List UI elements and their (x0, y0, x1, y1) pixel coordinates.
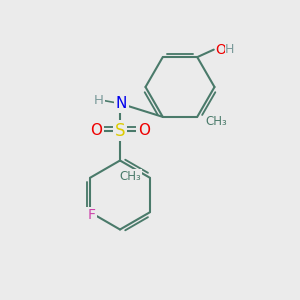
Text: H: H (225, 43, 235, 56)
Text: O: O (138, 123, 150, 138)
Text: OH: OH (215, 43, 236, 57)
Text: N: N (116, 96, 127, 111)
Text: CH₃: CH₃ (120, 170, 142, 183)
Text: S: S (115, 122, 125, 140)
Text: O: O (90, 123, 102, 138)
Text: H: H (94, 94, 104, 107)
Text: CH₃: CH₃ (206, 115, 227, 128)
Text: F: F (88, 208, 96, 222)
